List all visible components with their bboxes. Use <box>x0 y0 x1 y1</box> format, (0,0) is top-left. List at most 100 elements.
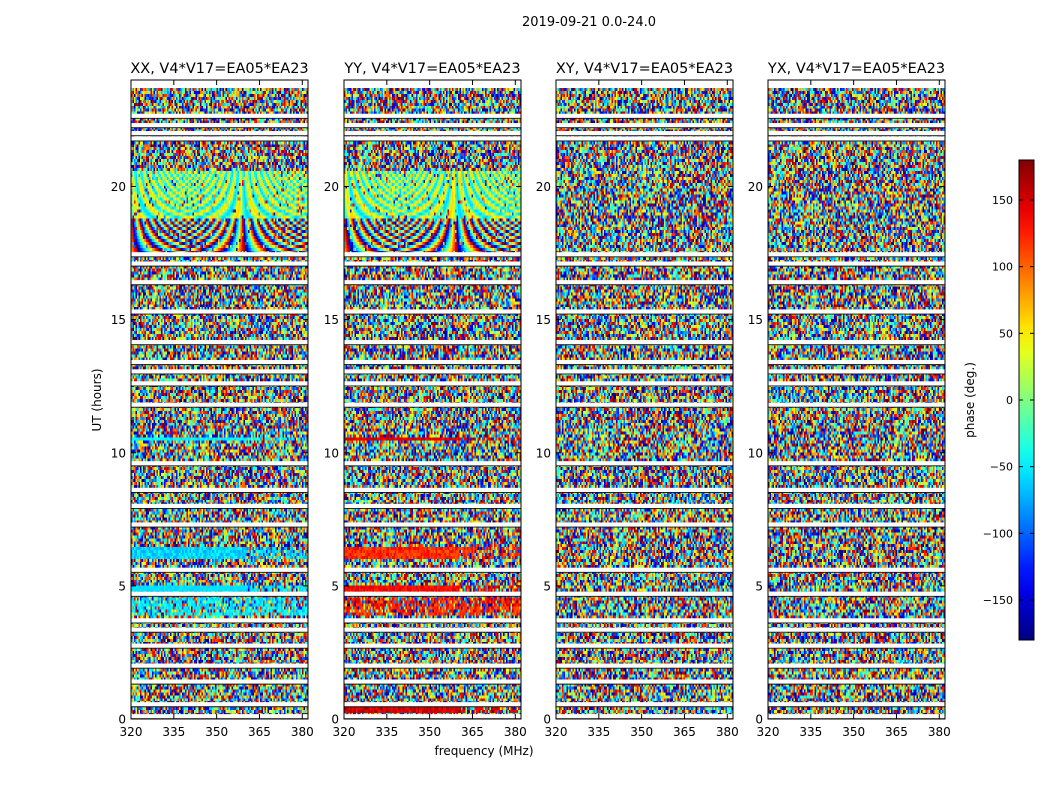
flagged-row <box>344 123 521 128</box>
flagged-row <box>556 340 733 345</box>
panel-frame <box>343 79 522 720</box>
flagged-row <box>344 627 521 633</box>
flagged-row <box>556 679 733 684</box>
x-tick-label: 380 <box>716 725 739 739</box>
flagged-row <box>556 369 733 374</box>
flagged-row <box>768 252 945 257</box>
x-tick-label: 350 <box>842 725 865 739</box>
flagged-row <box>556 618 733 623</box>
flagged-row <box>768 627 945 633</box>
flagged-row <box>768 461 945 466</box>
y-tick-label: 15 <box>324 313 339 327</box>
flagged-row <box>344 663 521 668</box>
no-data-region <box>768 80 945 88</box>
flagged-row <box>768 113 945 119</box>
flagged-row <box>344 113 521 119</box>
x-tick-label: 365 <box>248 725 271 739</box>
flagged-row <box>768 503 945 509</box>
x-tick-label: 335 <box>375 725 398 739</box>
colorbar-tick-label: −150 <box>983 594 1013 607</box>
flagged-row <box>344 252 521 257</box>
flagged-row <box>131 714 308 719</box>
flagged-row <box>131 461 308 466</box>
flagged-row <box>768 567 945 573</box>
flagged-row <box>344 136 521 141</box>
flagged-row <box>768 714 945 719</box>
flagged-row <box>344 567 521 573</box>
y-tick-label: 0 <box>543 713 551 727</box>
flagged-row <box>131 679 308 684</box>
flagged-row <box>768 280 945 285</box>
flagged-row <box>556 714 733 719</box>
y-tick-label: 15 <box>536 313 551 327</box>
flagged-row <box>556 461 733 466</box>
y-tick-label: 10 <box>111 446 126 460</box>
flagged-row <box>344 679 521 684</box>
flagged-row <box>556 360 733 365</box>
flagged-row <box>131 702 308 707</box>
flagged-row <box>768 360 945 365</box>
y-tick-label: 20 <box>324 180 339 194</box>
flagged-row <box>556 663 733 668</box>
flagged-row <box>131 360 308 365</box>
flagged-row <box>556 261 733 266</box>
flagged-row <box>768 487 945 493</box>
no-data-region <box>556 80 733 88</box>
panel-frame <box>767 79 946 720</box>
flagged-row <box>556 136 733 141</box>
flagged-row <box>556 627 733 633</box>
colorbar-tick-label: −50 <box>990 461 1013 474</box>
flagged-row <box>344 643 521 648</box>
panel-yy: YY, V4*V17=EA05*EA23 0 5 10 15 20 320 335 350 365… <box>324 61 527 739</box>
flagged-row <box>131 503 308 509</box>
panels-group: XX, V4*V17=EA05*EA23 0 5 10 15 20 320 335 350 365… <box>111 61 951 739</box>
flagged-row <box>768 618 945 623</box>
x-tick-label: 350 <box>205 725 228 739</box>
y-tick-label: 20 <box>536 180 551 194</box>
flagged-row <box>768 131 945 136</box>
flagged-row <box>556 702 733 707</box>
flagged-row <box>344 261 521 266</box>
x-tick-label: 335 <box>587 725 610 739</box>
x-tick-label: 350 <box>418 725 441 739</box>
flagged-row <box>556 113 733 119</box>
flagged-row <box>768 381 945 386</box>
x-tick-label: 380 <box>504 725 527 739</box>
y-axis-label: UT (hours) <box>90 368 104 431</box>
x-tick-label: 380 <box>928 725 951 739</box>
flagged-row <box>344 381 521 386</box>
y-tick-label: 0 <box>118 713 126 727</box>
colorbar: 150 100 50 0 −50 −100 −150 phase (deg.) <box>963 159 1035 641</box>
flagged-row <box>131 309 308 314</box>
panel-xx: XX, V4*V17=EA05*EA23 0 5 10 15 20 320 335 350 365… <box>111 61 314 739</box>
flagged-row <box>768 591 945 597</box>
y-tick-label: 15 <box>748 313 763 327</box>
flagged-row <box>131 487 308 493</box>
flagged-row <box>131 643 308 648</box>
flagged-row <box>768 643 945 648</box>
flagged-row <box>131 663 308 668</box>
flagged-row <box>768 663 945 668</box>
x-tick-label: 320 <box>757 725 780 739</box>
no-data-region <box>344 80 521 88</box>
flagged-row <box>344 280 521 285</box>
flagged-row <box>556 381 733 386</box>
panel-title: XX, V4*V17=EA05*EA23 <box>130 61 308 77</box>
colorbar-label: phase (deg.) <box>963 362 977 438</box>
flagged-row <box>344 618 521 623</box>
y-tick-label: 20 <box>111 180 126 194</box>
colorbar-tick-label: 50 <box>999 327 1013 340</box>
flagged-row <box>344 702 521 707</box>
panel-title: XY, V4*V17=EA05*EA23 <box>556 61 733 77</box>
flagged-row <box>131 123 308 128</box>
flagged-row <box>131 522 308 527</box>
colorbar-tick-label: 0 <box>1006 394 1013 407</box>
flagged-row <box>556 131 733 136</box>
flagged-row <box>556 643 733 648</box>
x-tick-label: 350 <box>630 725 653 739</box>
colorbar-tick-label: 150 <box>992 194 1013 207</box>
flagged-row <box>556 487 733 493</box>
flagged-row <box>131 381 308 386</box>
flagged-row <box>768 309 945 314</box>
flagged-row <box>344 714 521 719</box>
